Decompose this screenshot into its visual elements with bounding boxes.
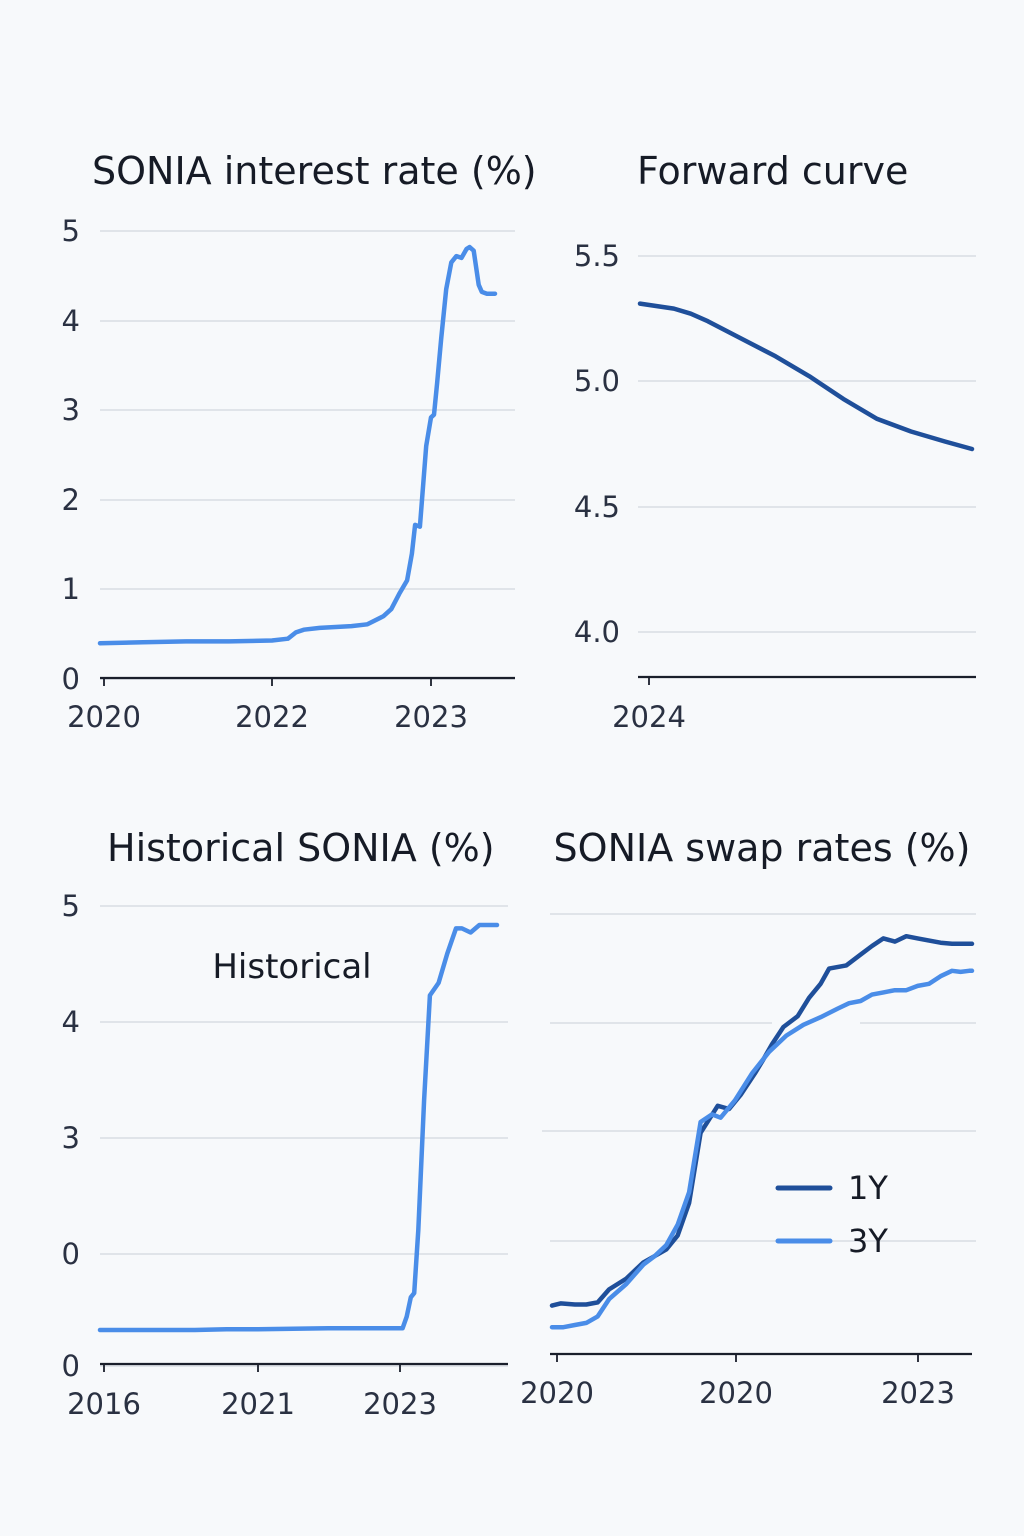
x-tick-label: 2021 [221,1387,295,1421]
series-line-3y [549,968,975,1330]
series-line-1 [97,922,500,1333]
y-tick-label: 0 [62,1237,80,1271]
x-tick-label: 2023 [394,700,468,734]
x-tick-label: 2020 [699,1376,773,1410]
y-tick-label: 4.5 [574,490,620,524]
series-line-1y [549,933,975,1308]
series-line-1 [637,301,975,452]
x-tick-label: 2023 [363,1387,437,1421]
y-tick-label: 3 [62,393,80,427]
x-tick-label: 2016 [67,1387,141,1421]
x-tick-label: 2023 [881,1376,955,1410]
chart-title: SONIA interest rate (%) [92,149,537,193]
legend-label: 1Y [848,1169,888,1207]
chart-title: Forward curve [637,149,908,193]
x-tick-label: 2020 [520,1376,594,1410]
chart-panel-3: Historical SONIA (%) 0 0 3 4 5 2016 2021 2023 His… [62,826,508,1421]
chart-panel-4: SONIA swap rates (%) 2020 2020 2023 1Y 3Y [520,826,976,1410]
y-tick-label: 4.0 [574,615,620,649]
chart-annotation: Historical [212,947,371,987]
x-tick-label: 2020 [67,700,141,734]
chart-title: SONIA swap rates (%) [554,826,971,870]
chart-title: Historical SONIA (%) [107,826,495,870]
y-tick-label: 2 [62,483,80,517]
x-tick-label: 2022 [235,700,309,734]
y-tick-label: 5 [62,889,80,923]
y-tick-label: 5.0 [574,364,620,398]
y-tick-label: 5 [62,214,80,248]
y-tick-label: 5.5 [574,239,620,273]
chart-panel-2: Forward curve 4.0 4.5 5.0 5.5 2024 [574,149,976,734]
chart-panel-1: SONIA interest rate (%) 0 1 2 3 4 5 2020 2022 202… [62,149,537,734]
legend-label: 3Y [848,1222,888,1260]
y-tick-label: 0 [62,662,80,696]
x-tick-label: 2024 [612,700,686,734]
y-tick-label: 4 [62,304,80,338]
y-tick-label: 0 [62,1349,80,1383]
y-tick-label: 1 [62,572,80,606]
y-tick-label: 4 [62,1005,80,1039]
y-tick-label: 3 [62,1121,80,1155]
series-line-1 [97,244,498,646]
